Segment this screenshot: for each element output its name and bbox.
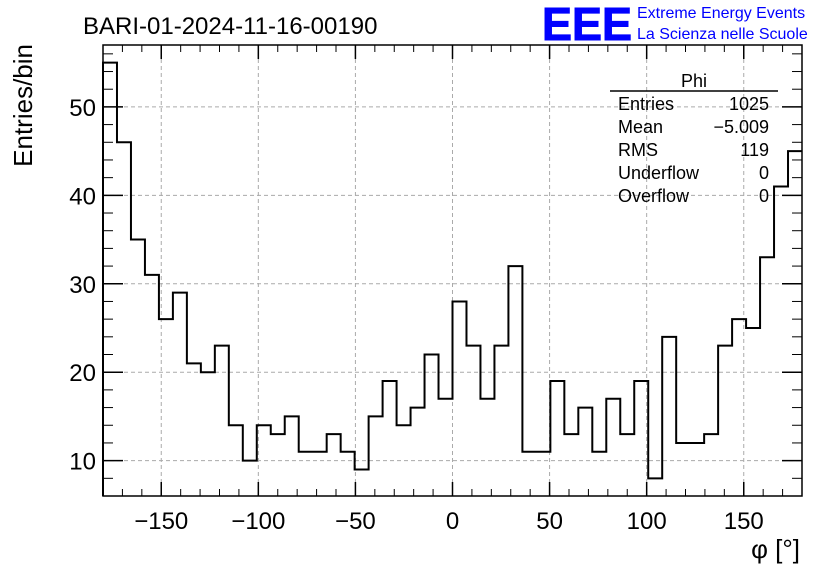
x-tick-label: −100 bbox=[231, 508, 285, 535]
stats-row-label: RMS bbox=[618, 140, 658, 160]
histogram-bin bbox=[662, 337, 676, 496]
x-tick-label: −150 bbox=[134, 508, 188, 535]
histogram-bin bbox=[369, 416, 383, 496]
histogram-bin bbox=[411, 408, 425, 496]
tick-layer bbox=[102, 45, 803, 497]
stats-rows: Entries 1025 Mean −5.009 RMS 119 Underflow 0 Ove… bbox=[618, 94, 769, 206]
y-tick-label: 40 bbox=[69, 183, 96, 210]
histogram-bin bbox=[788, 151, 802, 496]
histogram-outline bbox=[102, 61, 802, 496]
histogram-bin bbox=[341, 452, 355, 496]
histogram-bin bbox=[564, 434, 578, 496]
histogram-bin bbox=[480, 399, 494, 496]
histogram-bin bbox=[746, 328, 760, 496]
stats-row-label: Mean bbox=[618, 117, 663, 137]
histogram-bin bbox=[383, 381, 397, 496]
stats-row-label: Entries bbox=[618, 94, 674, 114]
histogram-bin bbox=[453, 301, 467, 496]
histogram-bin bbox=[187, 363, 201, 496]
histogram-bin bbox=[606, 399, 620, 496]
stats-row-label: Underflow bbox=[618, 163, 700, 183]
eee-logo: EEE Extreme Energy Events La Scienza nel… bbox=[542, 0, 808, 51]
eee-logo-line1: Extreme Energy Events bbox=[637, 5, 805, 22]
histogram-bin bbox=[578, 408, 592, 496]
histogram-bin bbox=[718, 346, 732, 496]
y-tick-label: 10 bbox=[69, 449, 96, 476]
histogram-bin bbox=[313, 452, 327, 496]
x-tick-label: 150 bbox=[724, 508, 764, 535]
x-tick-label: 50 bbox=[536, 508, 563, 535]
histogram-bin bbox=[285, 416, 299, 496]
grid-layer bbox=[103, 45, 802, 496]
histogram-bin bbox=[592, 452, 606, 496]
y-tick-label: 30 bbox=[69, 272, 96, 299]
histogram-bin bbox=[131, 240, 145, 496]
histogram-bin bbox=[215, 346, 229, 496]
x-axis-label: φ [°] bbox=[751, 534, 800, 564]
histogram-bin bbox=[774, 186, 788, 496]
histogram-bin bbox=[620, 434, 634, 496]
histogram-bin bbox=[634, 381, 648, 496]
histogram-bin bbox=[690, 443, 704, 496]
stats-box-title: Phi bbox=[681, 71, 707, 91]
histogram-bin bbox=[676, 443, 690, 496]
chart-title: BARI-01-2024-11-16-00190 bbox=[83, 13, 377, 40]
stats-row-value: 1025 bbox=[729, 94, 769, 114]
y-tick-label: 20 bbox=[69, 360, 96, 387]
histogram-bin bbox=[704, 434, 718, 496]
stats-row-value: 0 bbox=[759, 163, 769, 183]
histogram-bin bbox=[271, 434, 285, 496]
histogram-bin bbox=[466, 346, 480, 496]
stats-row-value: 0 bbox=[759, 186, 769, 206]
y-tick-label: 50 bbox=[69, 95, 96, 122]
histogram-bin bbox=[327, 434, 341, 496]
x-tick-label: −50 bbox=[335, 508, 376, 535]
histogram-bin bbox=[508, 266, 522, 496]
histogram-bin bbox=[494, 346, 508, 496]
histogram-bin bbox=[648, 478, 662, 496]
histogram-bin bbox=[732, 319, 746, 496]
stats-row-value: 119 bbox=[740, 140, 769, 160]
histogram-bin bbox=[439, 399, 453, 496]
histogram-bin bbox=[103, 63, 117, 496]
plot-frame bbox=[102, 44, 803, 497]
histogram-bin bbox=[173, 293, 187, 496]
tick-labels: −150 −100 −50 0 50 100 150 10 20 30 40 50 bbox=[69, 95, 763, 535]
stats-box: Phi Entries 1025 Mean −5.009 RMS 119 Underflow… bbox=[610, 71, 778, 206]
x-tick-label: 0 bbox=[446, 508, 459, 535]
histogram-bin bbox=[201, 372, 215, 496]
histogram-bin bbox=[536, 452, 550, 496]
histogram-bin bbox=[425, 355, 439, 496]
stats-row-label: Overflow bbox=[618, 186, 690, 206]
y-axis-label: Entries/bin bbox=[8, 44, 38, 167]
histogram-bin bbox=[355, 469, 369, 496]
eee-logo-mark: EEE bbox=[542, 0, 632, 50]
histogram-bin bbox=[145, 275, 159, 496]
histogram-bin bbox=[550, 381, 564, 496]
histogram-bin bbox=[299, 452, 313, 496]
x-tick-label: 100 bbox=[627, 508, 667, 535]
eee-logo-line2: La Scienza nelle Scuole bbox=[637, 26, 808, 43]
histogram-bin bbox=[243, 461, 257, 496]
histogram-bin bbox=[522, 452, 536, 496]
histogram-bin bbox=[159, 319, 173, 496]
stats-row-value: −5.009 bbox=[713, 117, 769, 137]
